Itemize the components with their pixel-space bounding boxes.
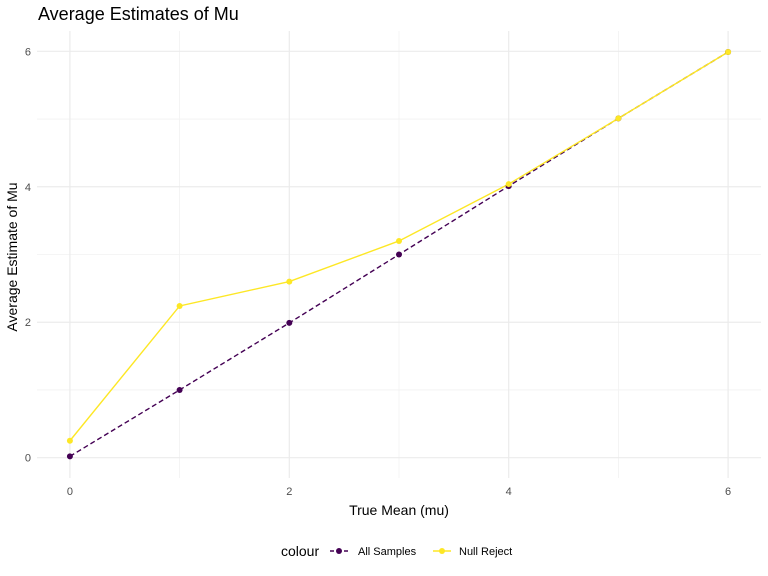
series-1-point-3	[396, 237, 402, 244]
y-tick-label-0: 0	[25, 453, 31, 465]
x-tick-labels: 0 2 4 6	[67, 486, 731, 498]
y-tick-label-1: 2	[25, 317, 31, 329]
chart-title: Average Estimates of Mu	[38, 4, 239, 24]
series-0-point-2	[286, 319, 293, 326]
legend-items: All Samples Null Reject	[330, 546, 512, 558]
series-0-point-3	[396, 251, 402, 258]
x-tick-label-3: 6	[725, 486, 731, 498]
y-tick-label-2: 4	[25, 182, 31, 194]
x-axis-title: True Mean (mu)	[349, 502, 449, 518]
legend-key-point-1	[439, 548, 445, 554]
series-1-point-1	[176, 302, 183, 309]
series-1-point-4	[505, 181, 512, 188]
series-points	[66, 48, 732, 460]
x-tick-label-1: 2	[286, 486, 292, 498]
legend-label-0: All Samples	[358, 546, 417, 558]
series-1-point-0	[66, 437, 73, 444]
series-1-point-5	[615, 115, 622, 122]
series-0-point-1	[176, 386, 183, 393]
x-tick-label-0: 0	[67, 486, 73, 498]
series-1-point-6	[725, 48, 732, 55]
legend-title: colour	[281, 543, 319, 559]
major-gridlines	[37, 31, 761, 478]
series-1-point-2	[286, 278, 293, 285]
legend-label-1: Null Reject	[459, 546, 512, 558]
legend: colour All Samples Null Reject	[281, 543, 512, 559]
x-tick-label-2: 4	[506, 486, 512, 498]
legend-key-point-0	[336, 548, 342, 554]
y-tick-label-3: 6	[25, 46, 31, 58]
series-0-point-0	[66, 453, 73, 460]
y-axis-title: Average Estimate of Mu	[4, 182, 20, 331]
y-tick-labels: 0 2 4 6	[25, 46, 31, 464]
